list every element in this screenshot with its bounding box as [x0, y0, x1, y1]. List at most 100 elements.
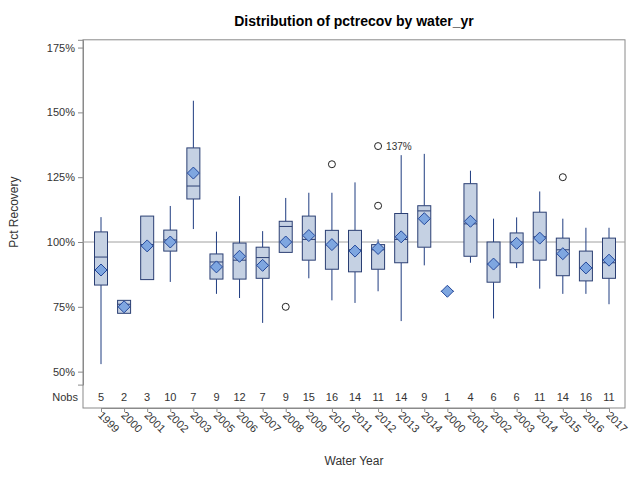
x-tick-label: 2002: [165, 409, 191, 435]
nobs-value: 3: [144, 391, 150, 403]
box-body: [579, 251, 592, 281]
y-tick: 125%: [47, 171, 83, 183]
x-tick-label: 2001: [466, 409, 492, 435]
x-tick: 2014: [419, 408, 445, 435]
mean-marker: [164, 236, 176, 248]
y-tick-mark: [78, 177, 83, 178]
box: [441, 285, 454, 297]
whisker-high: [308, 193, 309, 216]
box: [233, 196, 246, 298]
y-tick-label: 125%: [47, 171, 75, 183]
whisker-low: [170, 251, 171, 282]
whisker-high: [424, 154, 425, 206]
y-tick: 100%: [47, 236, 83, 248]
y-tick: 150%: [47, 106, 83, 118]
x-tick-label: 2013: [396, 409, 422, 435]
x-tick-label: 2003: [512, 409, 538, 435]
x-tick: 2010: [327, 408, 353, 435]
x-tick-label: 2010: [327, 409, 353, 435]
background: [0, 0, 640, 480]
y-axis: 50%75%100%125%150%175%: [47, 40, 84, 385]
box: [210, 232, 223, 294]
median: [187, 186, 200, 187]
whisker-high: [401, 155, 402, 213]
y-tick-label: 150%: [47, 106, 75, 118]
x-tick-label: 2017: [604, 409, 630, 435]
whisker-high: [355, 182, 356, 230]
nobs-value: 1: [444, 391, 450, 403]
x-tick: 2014: [535, 408, 561, 435]
x-tick: 1999: [96, 408, 122, 435]
box-body: [418, 206, 431, 247]
box: [533, 191, 546, 288]
mean-marker: [580, 262, 592, 274]
median: [418, 210, 431, 211]
y-tick-label: 50%: [53, 366, 75, 378]
x-tick: 2000: [442, 408, 468, 435]
whisker-low: [216, 279, 217, 294]
y-tick-mark: [78, 112, 83, 113]
whisker-high: [539, 191, 540, 212]
x-tick: 2008: [281, 408, 307, 435]
x-tick-label: 2016: [581, 409, 607, 435]
mean-marker: [95, 264, 107, 276]
whisker-low: [355, 272, 356, 303]
box: [395, 155, 408, 321]
box-body: [487, 242, 500, 282]
whisker-high: [609, 228, 610, 238]
box-body: [349, 230, 362, 271]
x-tick: 2012: [373, 408, 399, 435]
x-tick-label: 2014: [535, 409, 561, 435]
x-axis: 1999200020012002200320052006200720082009…: [96, 408, 630, 435]
x-tick-label: 1999: [96, 409, 122, 435]
nobs-value: 9: [283, 391, 289, 403]
box: [325, 161, 338, 301]
whisker-high: [516, 217, 517, 233]
box: [141, 216, 154, 280]
x-tick: 2016: [581, 408, 607, 435]
box: [164, 206, 177, 282]
whisker-high: [193, 101, 194, 148]
box: [464, 171, 477, 263]
outlier: [375, 143, 382, 150]
box-body: [603, 238, 616, 278]
x-tick-label: 2000: [119, 409, 145, 435]
whisker-low: [516, 263, 517, 268]
x-tick-label: 2015: [558, 409, 584, 435]
whisker-high: [493, 219, 494, 242]
whisker-low: [470, 256, 471, 262]
box-body: [164, 230, 177, 251]
x-tick-label: 2009: [304, 409, 330, 435]
whisker-low: [378, 269, 379, 291]
whisker-low: [308, 260, 309, 278]
whisker-high: [101, 217, 102, 232]
box: [510, 217, 523, 268]
mean-marker: [349, 245, 361, 257]
x-tick-label: 2003: [188, 409, 214, 435]
whisker-high: [216, 232, 217, 254]
box: [187, 101, 200, 229]
nobs-value: 12: [233, 391, 245, 403]
x-tick: 2003: [512, 408, 538, 435]
x-tick-label: 2001: [142, 409, 168, 435]
nobs-value: 9: [213, 391, 219, 403]
x-tick-label: 2011: [350, 409, 375, 434]
mean-marker: [280, 236, 292, 248]
whisker-low: [239, 279, 240, 298]
mean-marker: [234, 250, 246, 262]
nobs-value: 7: [190, 391, 196, 403]
nobs-value: 10: [164, 391, 176, 403]
mean-marker: [395, 231, 407, 243]
mean-marker: [187, 167, 199, 179]
nobs-value: 11: [372, 391, 383, 403]
box-body: [302, 216, 315, 260]
whisker-high: [331, 193, 332, 231]
box-body: [510, 233, 523, 263]
x-tick: 2015: [558, 408, 584, 435]
mean-marker: [557, 248, 569, 260]
x-tick: 2003: [188, 408, 214, 435]
nobs-label: Nobs: [52, 391, 78, 403]
median: [279, 226, 292, 227]
box: [418, 154, 431, 265]
x-tick: 2002: [489, 408, 515, 435]
